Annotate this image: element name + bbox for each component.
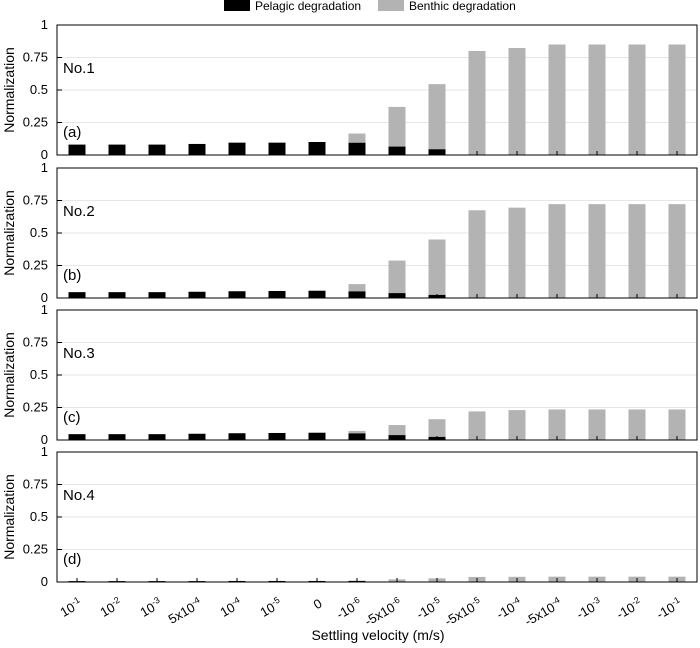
bar-benthic-degradation-9 bbox=[388, 425, 406, 436]
y-tick-label: 0.75 bbox=[23, 477, 48, 492]
y-tick-label: 0.25 bbox=[23, 542, 48, 557]
x-tick-label: -5x10-6 bbox=[361, 595, 404, 629]
bar-benthic-degradation-15 bbox=[628, 204, 646, 298]
legend-swatch-pelagic bbox=[224, 0, 250, 11]
y-tick-label: 0.75 bbox=[23, 335, 48, 350]
y-tick-label: 0.75 bbox=[23, 50, 48, 65]
x-tick-label: 10-1 bbox=[57, 595, 84, 620]
bar-benthic-degradation-15 bbox=[628, 44, 646, 155]
bar-benthic-degradation-8 bbox=[348, 430, 366, 434]
y-tick-label: 0.25 bbox=[23, 258, 48, 273]
panel-3: 0 0.25 0.5 0.75 1 No.3 (c) Normalization bbox=[1, 302, 698, 447]
panel-label: No.4 bbox=[63, 487, 95, 504]
x-tick-label: -5x10-4 bbox=[521, 595, 564, 629]
bar-benthic-degradation-13 bbox=[548, 44, 566, 155]
y-axis-label: Normalization bbox=[1, 190, 17, 276]
y-tick-label: 0 bbox=[41, 432, 48, 447]
bar-benthic-degradation-14 bbox=[588, 204, 606, 298]
legend-label-pelagic: Pelagic degradation bbox=[255, 0, 361, 13]
y-tick-label: 1 bbox=[41, 302, 48, 317]
legend-label-benthic: Benthic degradation bbox=[409, 0, 516, 13]
y-axis-label: Normalization bbox=[1, 47, 17, 133]
panel-1: 0 0.25 0.5 0.75 1 No.1 (a) Normalization bbox=[1, 17, 698, 162]
bar-benthic-degradation-8 bbox=[348, 284, 366, 292]
bar-pelagic-degradation-7 bbox=[308, 142, 326, 155]
panel-4: 0 0.25 0.5 0.75 1 No.4 (d) Normalization bbox=[1, 444, 698, 589]
panel-label: No.1 bbox=[63, 60, 95, 77]
y-tick-label: 1 bbox=[41, 17, 48, 32]
bar-benthic-degradation-9 bbox=[388, 106, 406, 147]
panel-label: No.2 bbox=[63, 203, 95, 220]
bar-benthic-degradation-13 bbox=[548, 409, 566, 440]
x-tick-label: -10-4 bbox=[493, 595, 524, 622]
legend-swatch-benthic bbox=[378, 0, 404, 11]
x-tick-label: 10-3 bbox=[137, 595, 164, 620]
bar-pelagic-degradation-1 bbox=[68, 144, 86, 155]
bar-pelagic-degradation-2 bbox=[108, 144, 126, 155]
bar-pelagic-degradation-3 bbox=[148, 144, 166, 155]
legend: Pelagic degradation Benthic degradation bbox=[224, 0, 516, 13]
x-axis-label: Settling velocity (m/s) bbox=[311, 627, 444, 643]
x-tick-label: 5x10-4 bbox=[165, 595, 204, 627]
bar-benthic-degradation-12 bbox=[508, 48, 526, 155]
bar-benthic-degradation-14 bbox=[588, 44, 606, 155]
bar-benthic-degradation-10 bbox=[428, 419, 446, 437]
x-tick-label: -5x10-5 bbox=[441, 595, 484, 629]
x-tick-label: 10-5 bbox=[257, 595, 284, 620]
bar-benthic-degradation-16 bbox=[668, 204, 686, 298]
x-tick-label: 10-2 bbox=[97, 595, 124, 620]
bar-pelagic-degradation-5 bbox=[228, 142, 246, 155]
bar-benthic-degradation-16 bbox=[668, 44, 686, 155]
y-tick-label: 0 bbox=[41, 147, 48, 162]
bar-benthic-degradation-10 bbox=[428, 84, 446, 150]
panel-letter: (a) bbox=[63, 124, 81, 141]
bar-benthic-degradation-9 bbox=[388, 260, 406, 294]
panel-letter: (c) bbox=[63, 409, 81, 426]
x-tick-label: -10-1 bbox=[653, 595, 684, 622]
chart-panels: 0 0.25 0.5 0.75 1 No.1 (a) Normalization 0 0.25 0.… bbox=[1, 17, 698, 589]
bar-benthic-degradation-11 bbox=[468, 411, 486, 440]
x-tick-label: -10-6 bbox=[333, 595, 364, 622]
panel-2: 0 0.25 0.5 0.75 1 No.2 (b) Normalization bbox=[1, 160, 698, 305]
y-tick-label: 1 bbox=[41, 444, 48, 459]
y-tick-label: 0 bbox=[41, 574, 48, 589]
bar-benthic-degradation-10 bbox=[428, 239, 446, 295]
panel-letter: (d) bbox=[63, 551, 81, 568]
bar-benthic-degradation-12 bbox=[508, 410, 526, 440]
panel-label: No.3 bbox=[63, 345, 95, 362]
y-tick-label: 0.5 bbox=[30, 367, 48, 382]
bar-benthic-degradation-15 bbox=[628, 409, 646, 440]
panel-letter: (b) bbox=[63, 267, 81, 284]
bar-pelagic-degradation-9 bbox=[388, 146, 406, 155]
x-tick-labels: 10-1 10-2 10-3 5x10-4 10-4 10-5 0 -10-6 -5x10-6-… bbox=[57, 595, 684, 629]
y-tick-label: 0.5 bbox=[30, 225, 48, 240]
bar-pelagic-degradation-6 bbox=[268, 142, 286, 155]
x-tick-label: 10-4 bbox=[217, 595, 244, 620]
y-tick-label: 0.75 bbox=[23, 193, 48, 208]
y-tick-label: 1 bbox=[41, 160, 48, 175]
bar-benthic-degradation-12 bbox=[508, 207, 526, 298]
y-axis-label: Normalization bbox=[1, 332, 17, 418]
x-tick-label: -10-3 bbox=[573, 595, 604, 622]
y-tick-label: 0 bbox=[41, 290, 48, 305]
bar-benthic-degradation-11 bbox=[468, 210, 486, 298]
y-tick-label: 0.5 bbox=[30, 509, 48, 524]
bar-benthic-degradation-8 bbox=[348, 133, 366, 143]
bar-pelagic-degradation-8 bbox=[348, 142, 366, 155]
bar-benthic-degradation-11 bbox=[468, 51, 486, 155]
bar-pelagic-degradation-4 bbox=[188, 143, 206, 155]
bar-benthic-degradation-14 bbox=[588, 409, 606, 440]
y-tick-label: 0.25 bbox=[23, 400, 48, 415]
y-tick-label: 0.5 bbox=[30, 82, 48, 97]
x-tick-label: -10-5 bbox=[413, 595, 444, 622]
x-tick-label: 0 bbox=[311, 596, 325, 613]
y-axis-label: Normalization bbox=[1, 474, 17, 560]
x-tick-label: -10-2 bbox=[613, 595, 644, 622]
y-tick-label: 0.25 bbox=[23, 115, 48, 130]
bar-benthic-degradation-16 bbox=[668, 409, 686, 440]
bar-benthic-degradation-13 bbox=[548, 204, 566, 298]
